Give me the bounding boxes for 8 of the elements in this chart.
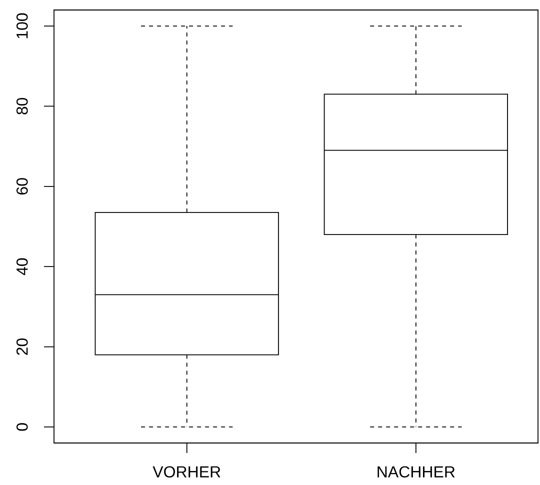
y-tick-label: 0	[16, 423, 28, 431]
y-tick-label: 60	[16, 178, 28, 194]
y-tick-label: 80	[16, 98, 28, 114]
y-tick-label: 20	[16, 338, 28, 355]
x-tick-label: NACHHER	[378, 466, 455, 478]
x-tick-label: VORHER	[152, 466, 220, 478]
y-tick-label: 100	[16, 13, 28, 38]
y-tick-label: 40	[16, 258, 28, 276]
